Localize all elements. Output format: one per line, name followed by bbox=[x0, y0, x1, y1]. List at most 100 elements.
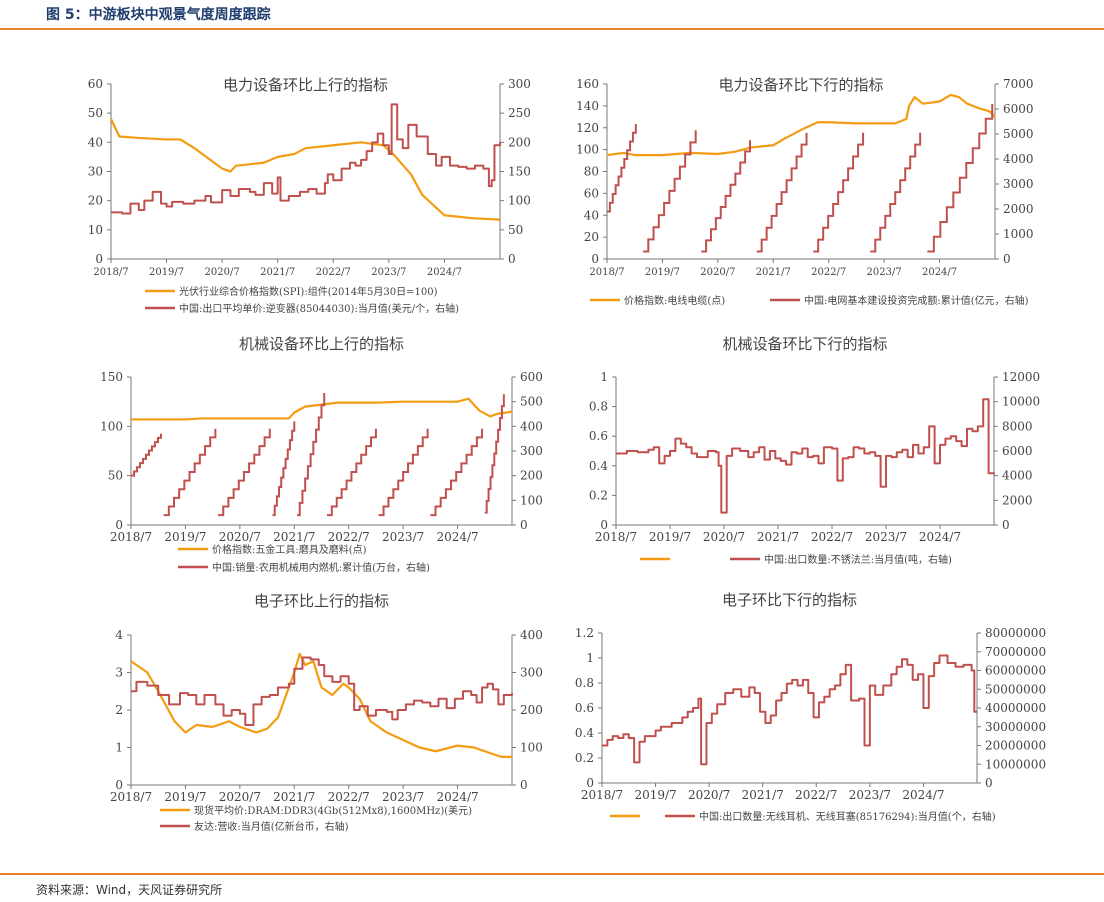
series-cycle bbox=[607, 124, 637, 213]
left-tick-label: 3 bbox=[115, 666, 123, 680]
right-tick-label: 0 bbox=[508, 252, 516, 266]
right-tick-label: 0 bbox=[985, 776, 993, 790]
series-line bbox=[606, 93, 996, 157]
x-tick-label: 2021/7 bbox=[273, 530, 315, 544]
right-tick-label: 40000000 bbox=[985, 701, 1046, 715]
chart-title: 电力设备环比下行的指标 bbox=[718, 76, 883, 94]
right-tick-label: 150 bbox=[508, 165, 531, 179]
header-rule bbox=[0, 28, 1104, 30]
figure-title: 图 5：中游板块中观景气度周度跟踪 bbox=[46, 7, 271, 23]
right-tick-label: 10000000 bbox=[985, 757, 1046, 771]
right-tick-label: 80000000 bbox=[985, 626, 1046, 640]
right-tick-label: 300 bbox=[520, 444, 543, 458]
x-tick-label: 2022/7 bbox=[328, 530, 370, 544]
left-tick-label: 100 bbox=[100, 419, 123, 433]
series-line bbox=[131, 656, 513, 726]
left-tick-label: 0 bbox=[600, 518, 608, 532]
x-tick-label: 2020/7 bbox=[700, 267, 735, 278]
x-tick-label: 2020/7 bbox=[703, 530, 745, 544]
left-tick-label: 1 bbox=[600, 370, 608, 384]
x-tick-label: 2023/7 bbox=[371, 267, 406, 278]
left-tick-label: 120 bbox=[576, 121, 599, 135]
left-tick-label: 50 bbox=[108, 469, 123, 483]
x-tick-label: 2023/7 bbox=[849, 788, 891, 802]
right-tick-label: 10000 bbox=[1002, 395, 1040, 409]
chart-title: 电力设备环比上行的指标 bbox=[223, 76, 388, 94]
right-tick-label: 1000 bbox=[1003, 227, 1034, 241]
right-tick-label: 2000 bbox=[1003, 202, 1034, 216]
left-tick-label: 0.4 bbox=[575, 726, 594, 740]
right-tick-label: 0 bbox=[1002, 518, 1010, 532]
series-cycle bbox=[927, 104, 994, 253]
series-cycle bbox=[870, 132, 922, 253]
x-tick-label: 2018/7 bbox=[93, 267, 128, 278]
x-tick-label: 2018/7 bbox=[589, 267, 624, 278]
right-tick-label: 400 bbox=[520, 628, 543, 642]
x-tick-label: 2022/7 bbox=[316, 267, 351, 278]
series-line bbox=[110, 118, 501, 221]
chart-title: 电子环比上行的指标 bbox=[254, 592, 389, 610]
left-tick-label: 1 bbox=[586, 651, 594, 665]
left-tick-label: 20 bbox=[584, 230, 599, 244]
source-note: 资料来源：Wind，天风证券研究所 bbox=[36, 883, 223, 897]
left-tick-label: 0.8 bbox=[575, 676, 594, 690]
left-tick-label: 80 bbox=[584, 165, 599, 179]
x-tick-label: 2020/7 bbox=[688, 788, 730, 802]
right-tick-label: 200 bbox=[520, 469, 543, 483]
right-tick-label: 3000 bbox=[1003, 177, 1034, 191]
x-tick-label: 2018/7 bbox=[581, 788, 623, 802]
left-tick-label: 0 bbox=[586, 776, 594, 790]
right-tick-label: 50000000 bbox=[985, 682, 1046, 696]
right-tick-label: 600 bbox=[520, 370, 543, 384]
right-tick-label: 70000000 bbox=[985, 645, 1046, 659]
series-line bbox=[602, 654, 977, 766]
left-tick-label: 0.4 bbox=[589, 459, 608, 473]
series-line bbox=[130, 652, 512, 758]
right-tick-label: 0 bbox=[1003, 252, 1011, 266]
right-tick-label: 4000 bbox=[1002, 469, 1033, 483]
legend-label: 中国:出口数量:不锈法兰:当月值(吨，右轴) bbox=[764, 553, 952, 566]
right-tick-label: 300 bbox=[508, 77, 531, 91]
x-tick-label: 2023/7 bbox=[867, 267, 902, 278]
left-tick-label: 0.2 bbox=[589, 488, 608, 502]
right-tick-label: 0 bbox=[520, 518, 528, 532]
left-tick-label: 1 bbox=[115, 741, 123, 755]
x-tick-label: 2023/7 bbox=[865, 530, 907, 544]
series-line bbox=[111, 103, 501, 215]
right-tick-label: 0 bbox=[520, 778, 528, 792]
chart-grid: 电力设备环比上行的指标01020304050600501001502002503… bbox=[88, 76, 1046, 833]
x-tick-label: 2019/7 bbox=[634, 788, 676, 802]
right-tick-label: 250 bbox=[508, 106, 531, 120]
left-tick-label: 150 bbox=[100, 370, 123, 384]
right-tick-label: 100 bbox=[520, 741, 543, 755]
right-tick-label: 300 bbox=[520, 666, 543, 680]
left-tick-label: 60 bbox=[584, 186, 599, 200]
series-cycle bbox=[297, 393, 326, 517]
left-tick-label: 140 bbox=[576, 99, 599, 113]
right-tick-label: 100 bbox=[508, 194, 531, 208]
x-tick-label: 2023/7 bbox=[382, 530, 424, 544]
left-tick-label: 160 bbox=[576, 77, 599, 91]
left-tick-label: 0.6 bbox=[575, 701, 594, 715]
left-tick-label: 0.2 bbox=[575, 751, 594, 765]
right-tick-label: 2000 bbox=[1002, 493, 1033, 507]
x-tick-label: 2019/7 bbox=[645, 267, 680, 278]
series-cycle bbox=[326, 428, 377, 517]
right-tick-label: 20000000 bbox=[985, 739, 1046, 753]
left-tick-label: 2 bbox=[115, 703, 123, 717]
x-tick-label: 2024/7 bbox=[427, 267, 462, 278]
right-tick-label: 200 bbox=[520, 703, 543, 717]
right-tick-label: 4000 bbox=[1003, 152, 1034, 166]
series-cycle bbox=[272, 421, 296, 517]
x-tick-label: 2024/7 bbox=[922, 267, 957, 278]
legend-label: 中国:销量:农用机械用内燃机:累计值(万台，右轴) bbox=[212, 561, 430, 574]
x-tick-label: 2021/7 bbox=[757, 530, 799, 544]
left-tick-label: 20 bbox=[88, 194, 103, 208]
right-tick-label: 50 bbox=[508, 223, 523, 237]
legend-label: 中国:电网基本建设投资完成额:累计值(亿元，右轴) bbox=[804, 294, 1029, 307]
legend-label: 现货平均价:DRAM:DDR3(4Gb(512Mx8),1600MHz)(美元) bbox=[194, 804, 472, 817]
x-tick-label: 2020/7 bbox=[219, 530, 261, 544]
right-tick-label: 7000 bbox=[1003, 77, 1034, 91]
series-line bbox=[131, 397, 513, 421]
x-tick-label: 2021/7 bbox=[260, 267, 295, 278]
